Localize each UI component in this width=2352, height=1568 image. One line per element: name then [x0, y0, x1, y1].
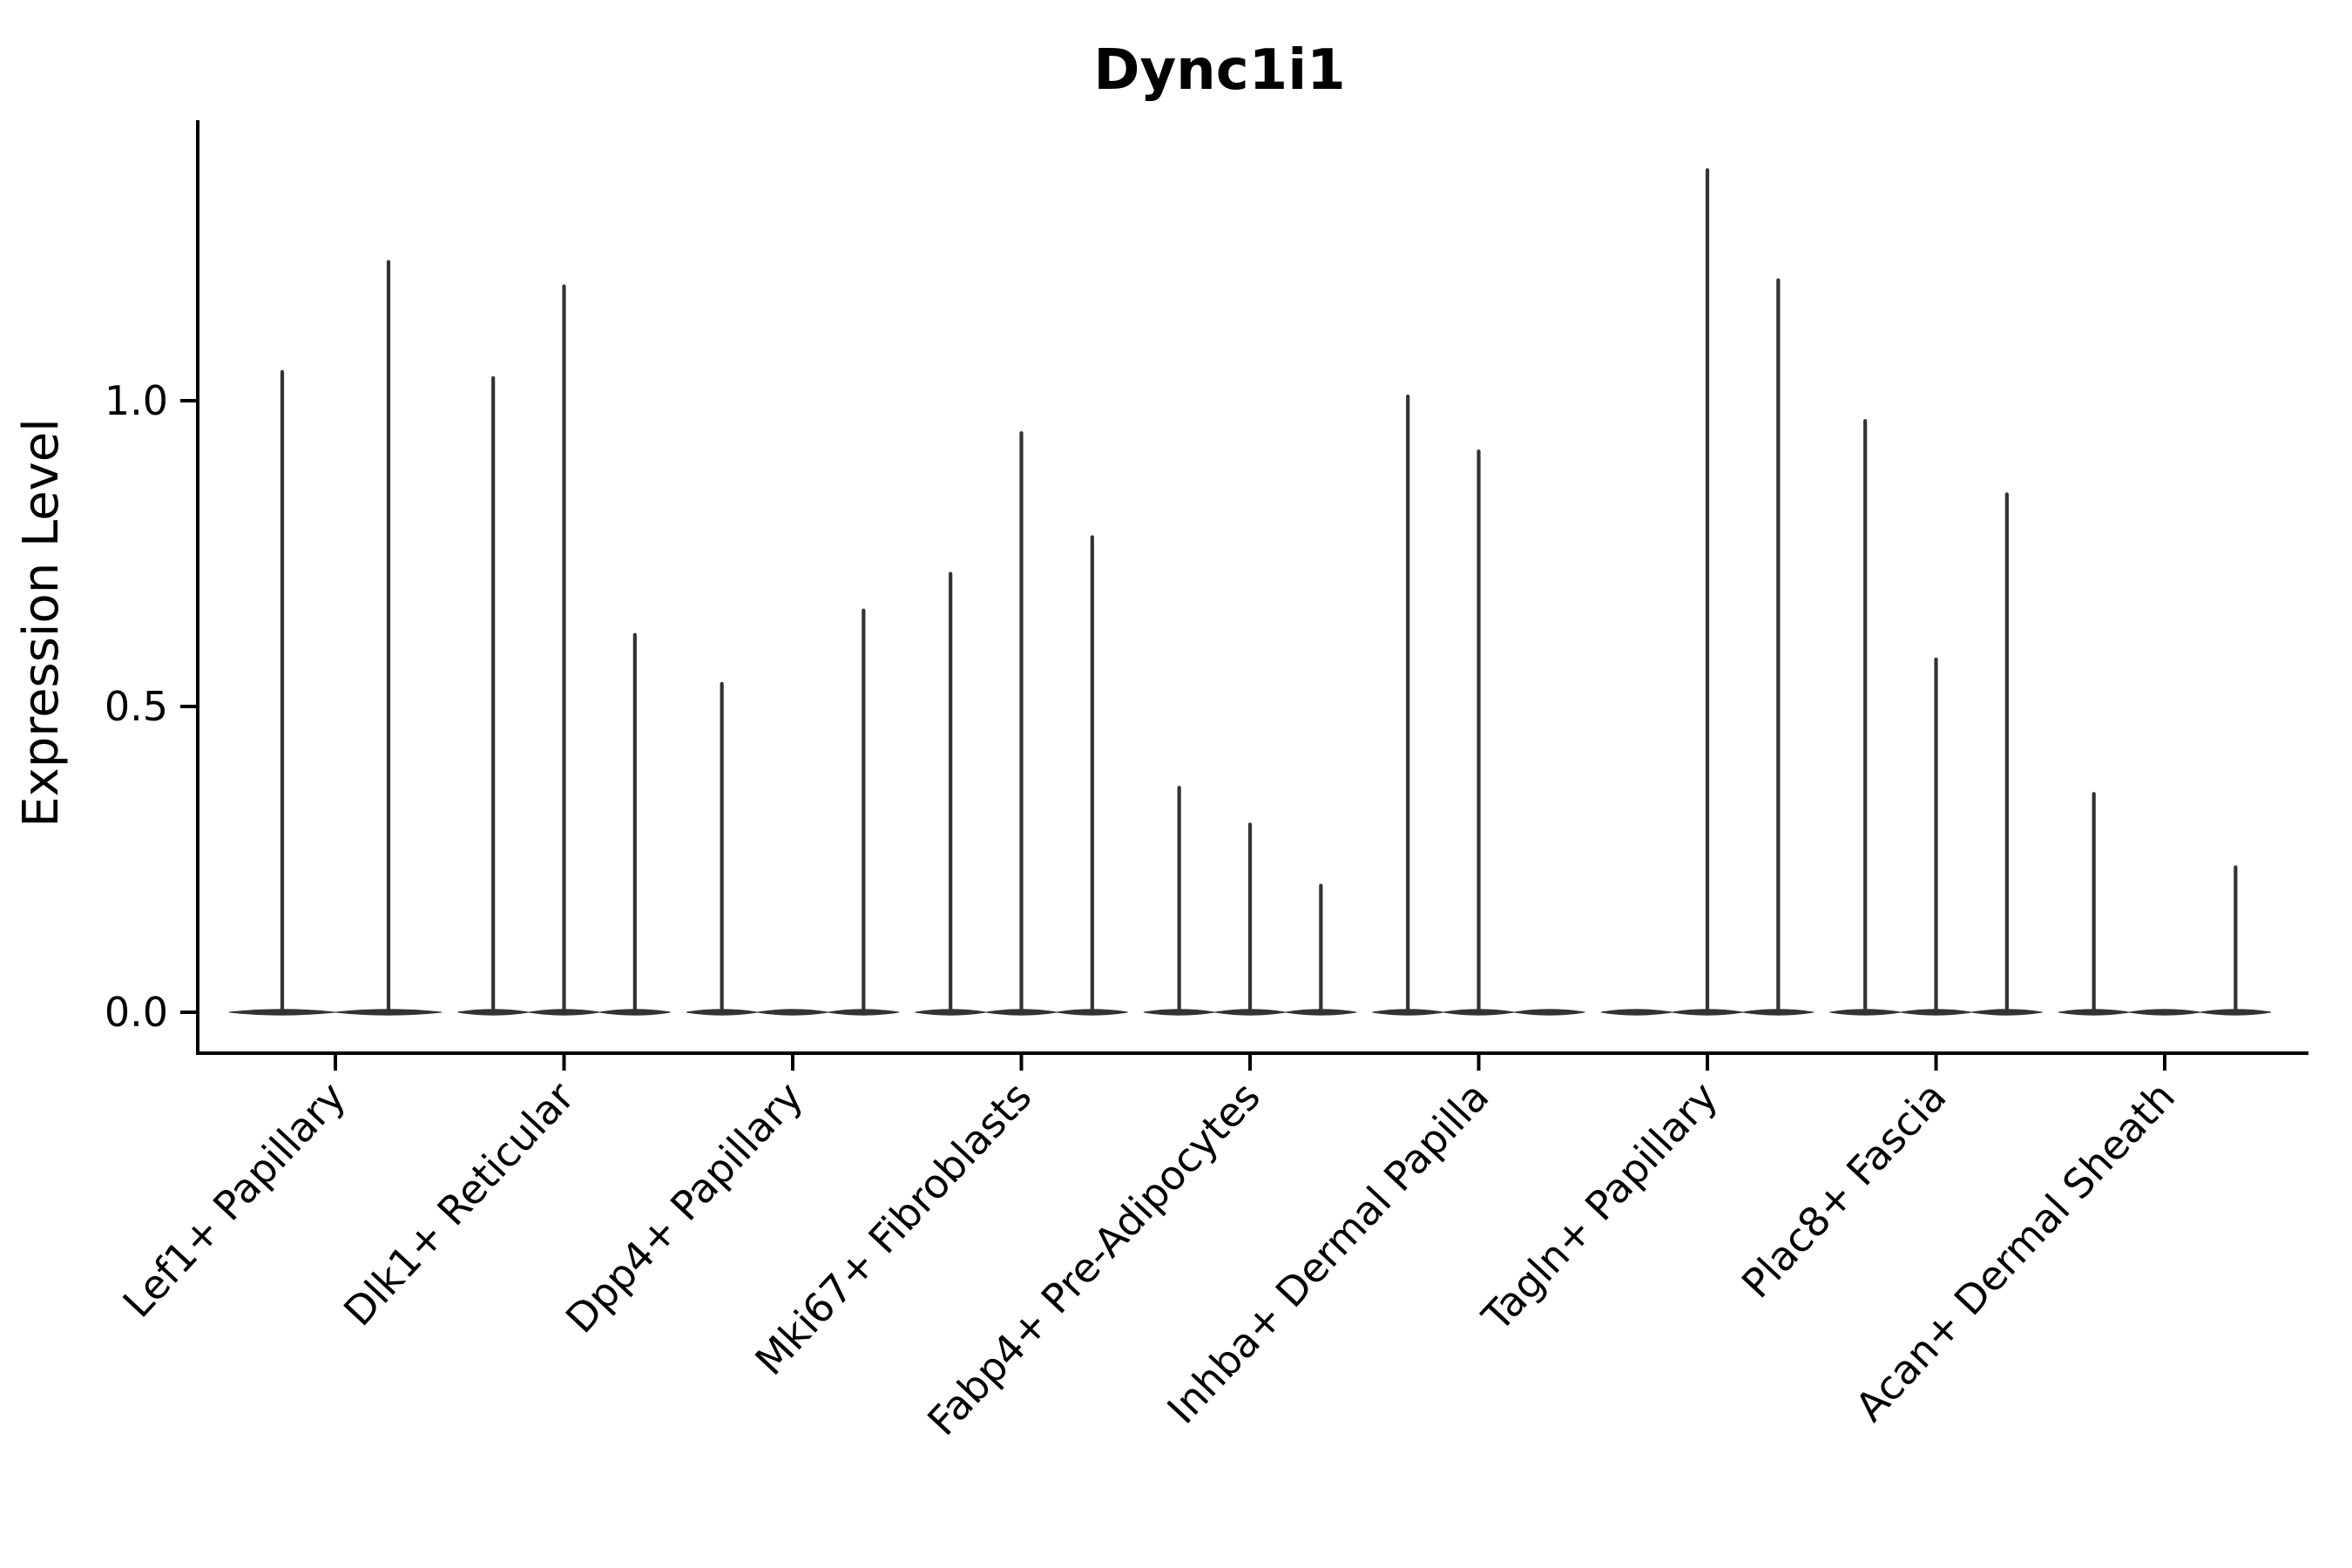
violin-body	[757, 1009, 828, 1016]
violin-group	[457, 284, 671, 1016]
violin-group	[915, 431, 1128, 1016]
x-tick-label: Lef1+ Papillary	[114, 1073, 355, 1327]
violin-group	[1372, 394, 1585, 1016]
violin-group	[1829, 418, 2043, 1016]
y-tick-label: 1.0	[105, 377, 168, 424]
x-tick-label: Dlk1+ Reticular	[335, 1073, 583, 1335]
y-tick-label: 0.0	[105, 989, 168, 1036]
chart-title: Dync1i1	[1093, 38, 1345, 103]
violin-body	[1514, 1009, 1585, 1016]
violin-body	[2129, 1009, 2200, 1016]
violins	[228, 168, 2272, 1016]
y-axis-ticks: 0.0 0.5 1.0	[105, 377, 198, 1036]
x-tick-label: Tagln+ Papillary	[1472, 1073, 1727, 1341]
y-axis-label: Expression Level	[13, 418, 70, 828]
violin-group	[686, 608, 900, 1016]
x-tick-label: Plac8+ Fascia	[1733, 1073, 1956, 1308]
violin-group	[2058, 792, 2272, 1016]
violin-body	[1600, 1009, 1673, 1016]
violin-group	[228, 260, 443, 1016]
violin-group	[1143, 786, 1357, 1016]
violin-group	[1600, 168, 1815, 1016]
y-tick-label: 0.5	[105, 683, 168, 730]
x-tick-label: Dpp4+ Papillary	[557, 1073, 812, 1342]
